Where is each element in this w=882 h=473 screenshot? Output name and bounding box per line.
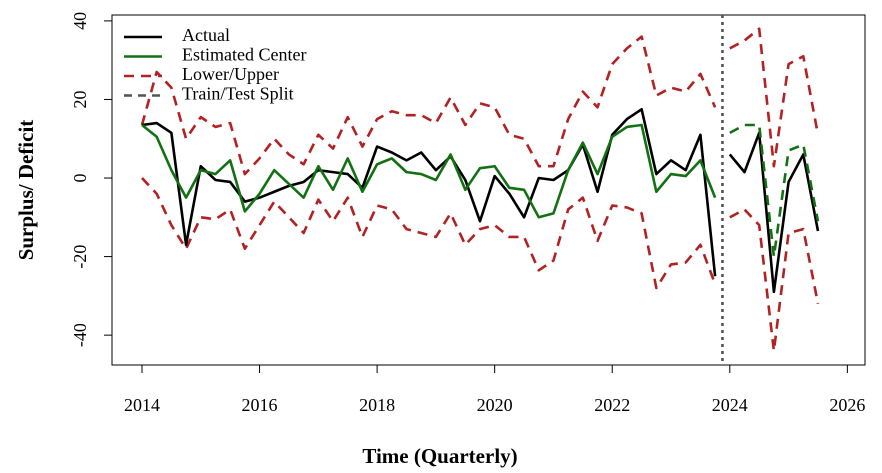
upper-line [140, 35, 717, 176]
plot-box [111, 14, 866, 366]
y-axis-label: Surplus/ Deficit [14, 120, 38, 261]
y-tick-label: -20 [70, 245, 90, 269]
x-axis-label: Time (Quarterly) [362, 444, 517, 468]
series-line [141, 123, 717, 219]
y-tick-label: 0 [70, 174, 90, 183]
x-tick-label: 2024 [712, 395, 748, 415]
y-tick-label: 40 [70, 12, 90, 30]
legend-label: Train/Test Split [182, 84, 294, 104]
series-line [141, 107, 717, 277]
x-tick-label: 2016 [242, 395, 278, 415]
lower-line [141, 177, 717, 290]
legend-label: Lower/Upper [182, 64, 279, 84]
lower-line [729, 208, 820, 353]
x-tick-label: 2018 [359, 395, 395, 415]
upper-line [729, 27, 820, 168]
x-tick-label: 2014 [124, 395, 160, 415]
x-tick-label: 2020 [477, 395, 513, 415]
x-tick-label: 2022 [594, 395, 630, 415]
y-tick-label: -40 [70, 323, 90, 347]
y-tick-label: 20 [70, 90, 90, 108]
legend-label: Estimated Center [182, 45, 306, 65]
legend-label: Actual [182, 25, 230, 45]
x-tick-label: 2026 [829, 395, 865, 415]
series-line [728, 131, 820, 294]
